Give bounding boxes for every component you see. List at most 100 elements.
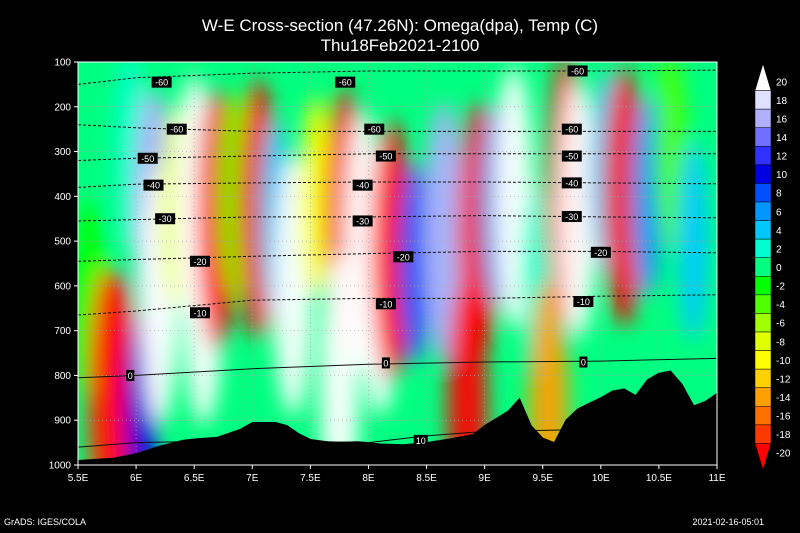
colorbar-label: 14 bbox=[776, 133, 788, 144]
contour-label-bg bbox=[573, 296, 594, 308]
contour-label: -30 bbox=[352, 215, 373, 227]
contour-label-bg bbox=[561, 210, 582, 222]
contour-label-bg bbox=[143, 179, 164, 191]
chart-subtitle: Thu18Feb2021-2100 bbox=[320, 36, 480, 55]
colorbar-label: 8 bbox=[776, 189, 782, 200]
y-tick-label: 900 bbox=[54, 416, 71, 427]
terrain bbox=[78, 370, 717, 465]
contour-label-text: 10 bbox=[416, 436, 426, 446]
omega-cell bbox=[654, 62, 687, 252]
contour-label-bg bbox=[352, 179, 373, 191]
colorbar-label: -10 bbox=[776, 356, 791, 367]
contour-label-bg bbox=[335, 76, 356, 88]
omega-cell bbox=[300, 96, 333, 297]
omega-cell bbox=[528, 281, 569, 465]
contour-label-bg bbox=[561, 177, 582, 189]
colorbar-cap-top bbox=[754, 63, 772, 91]
colorbar-swatch bbox=[754, 294, 772, 314]
colorbar-swatch bbox=[754, 368, 772, 388]
contour-label-text: -10 bbox=[577, 297, 590, 307]
temp-contour bbox=[78, 69, 717, 85]
contour-label-bg bbox=[189, 307, 210, 319]
temp-contour bbox=[78, 153, 717, 161]
colorbar-label: -20 bbox=[776, 449, 791, 460]
colorbar-label: 0 bbox=[776, 263, 782, 274]
colorbar-swatch bbox=[754, 108, 772, 128]
x-tick-label: 5.5E bbox=[68, 473, 89, 484]
colorbar-label: -4 bbox=[776, 300, 785, 311]
chart-title: W-E Cross-section (47.26N): Omega(dpa), … bbox=[201, 16, 599, 35]
colorbar-swatch bbox=[754, 90, 772, 110]
contour-label-text: -50 bbox=[565, 152, 578, 162]
contour-label-bg bbox=[590, 246, 611, 258]
contour-label: -10 bbox=[375, 298, 396, 310]
contour-label-text: -30 bbox=[565, 212, 578, 222]
contour-label: -60 bbox=[567, 65, 588, 77]
contour-label: -20 bbox=[393, 251, 414, 263]
contour-label-text: -40 bbox=[147, 181, 160, 191]
contour-label: -20 bbox=[590, 246, 611, 258]
colorbar-cap-bottom bbox=[754, 443, 772, 471]
omega-cell bbox=[447, 276, 488, 465]
colorbar-label: 4 bbox=[776, 226, 782, 237]
contour-label: -10 bbox=[573, 296, 594, 308]
contour-label-bg bbox=[189, 255, 210, 267]
contour-label-bg bbox=[567, 65, 588, 77]
x-tick-label: 6E bbox=[130, 473, 143, 484]
contour-label-bg bbox=[413, 434, 428, 446]
contour-label-text: -30 bbox=[159, 214, 172, 224]
colorbar-swatch bbox=[754, 350, 772, 370]
y-tick-label: 100 bbox=[54, 58, 71, 69]
contour-label: -60 bbox=[335, 76, 356, 88]
colorbar-swatch bbox=[754, 201, 772, 221]
y-axis: 100 200 300 400 500 600 700 800 900 1000 bbox=[49, 58, 78, 472]
contour-label-bg bbox=[137, 152, 158, 164]
colorbar-label: -16 bbox=[776, 412, 791, 423]
contour-label: -60 bbox=[166, 123, 187, 135]
contour-label-bg bbox=[579, 356, 588, 368]
contour-label-text: 0 bbox=[383, 358, 388, 368]
contour-label-bg bbox=[381, 357, 390, 369]
temp-contour bbox=[78, 357, 717, 379]
y-tick-label: 600 bbox=[54, 281, 71, 292]
omega-cell bbox=[398, 163, 431, 364]
contour-label-bg bbox=[166, 123, 187, 135]
colorbar-label: -18 bbox=[776, 430, 791, 441]
contour-label-text: -50 bbox=[141, 154, 154, 164]
y-tick-label: 500 bbox=[54, 237, 71, 248]
contour-label-text: -20 bbox=[193, 257, 206, 267]
contour-label-text: 0 bbox=[581, 358, 586, 368]
contour-label-text: -50 bbox=[379, 152, 392, 162]
contour-label-text: -20 bbox=[397, 252, 410, 262]
x-tick-label: 8.5E bbox=[416, 473, 437, 484]
contour-label-text: -60 bbox=[368, 125, 381, 135]
contour-label: 0 bbox=[126, 369, 135, 381]
colorbar-swatch bbox=[754, 127, 772, 147]
colorbar-swatch bbox=[754, 220, 772, 240]
contour-label-bg bbox=[375, 150, 396, 162]
colorbar-label: 20 bbox=[776, 77, 788, 88]
y-tick-label: 200 bbox=[54, 102, 71, 113]
colorbar-swatch bbox=[754, 313, 772, 333]
temp-contour bbox=[78, 294, 717, 316]
contour-label-text: -60 bbox=[155, 78, 168, 88]
footer-timestamp: 2021-02-16-05:01 bbox=[692, 517, 764, 527]
omega-cell bbox=[677, 141, 710, 342]
contour-label-bg bbox=[364, 123, 385, 135]
contour-labels: -60 -60 -60 -60 -60 -60 -50 -50 -50 -40 -40 -40 -30 -… bbox=[126, 65, 611, 446]
contour-label-bg bbox=[561, 150, 582, 162]
contour-label-text: -60 bbox=[565, 125, 578, 135]
contour-label: -50 bbox=[561, 150, 582, 162]
colorbar-label: 18 bbox=[776, 96, 788, 107]
x-axis: 5.5E 6E 6.5E 7E 7.5E 8E 8.5E 9E 9.5E 10E 10.5E 11E bbox=[68, 465, 726, 484]
x-tick-label: 6.5E bbox=[184, 473, 205, 484]
contour-label-text: -40 bbox=[565, 178, 578, 188]
x-tick-label: 11E bbox=[708, 473, 725, 484]
colorbar-label: -6 bbox=[776, 319, 785, 330]
contour-label: -60 bbox=[364, 123, 385, 135]
colorbar-swatch bbox=[754, 331, 772, 351]
contour-label-text: -20 bbox=[594, 248, 607, 258]
contour-label-bg bbox=[126, 369, 135, 381]
contour-label: -20 bbox=[189, 255, 210, 267]
